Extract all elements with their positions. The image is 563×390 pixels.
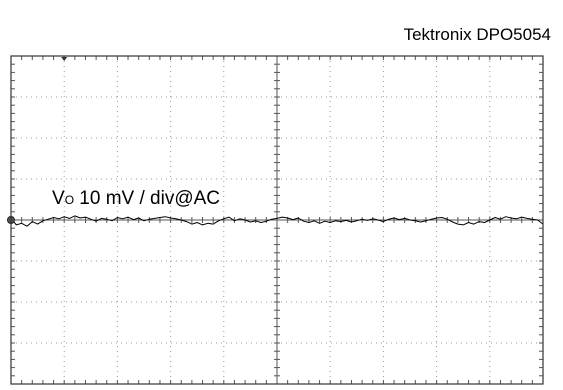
chart-title: Tektronix DPO5054 bbox=[404, 25, 551, 44]
channel-label: VO 10 mV / div@AC bbox=[52, 188, 220, 209]
plot-frame bbox=[10, 55, 544, 385]
channel-label-suffix: 10 mV / div@AC bbox=[74, 188, 220, 209]
channel-label-subscript: O bbox=[65, 193, 74, 207]
waveform-line bbox=[10, 215, 544, 227]
channel-label-prefix: V bbox=[52, 188, 65, 209]
plot-area bbox=[7, 55, 544, 385]
trigger-marker-icon bbox=[61, 57, 68, 61]
